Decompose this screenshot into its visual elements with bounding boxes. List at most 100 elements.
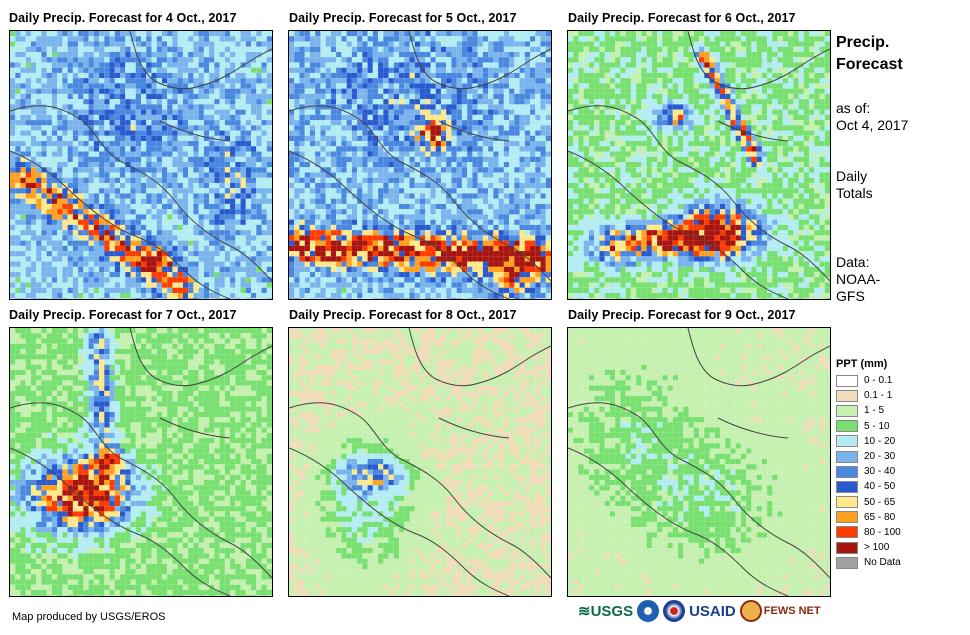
precip-cell [182, 230, 189, 236]
precip-cell [420, 198, 426, 204]
precip-cell [446, 46, 452, 52]
precip-cell [10, 193, 16, 199]
precip-cell [325, 177, 331, 183]
precip-cell [414, 114, 420, 121]
precip-cell [240, 99, 246, 105]
precip-cell [10, 36, 16, 42]
precip-cell [330, 141, 337, 147]
precip-cell [488, 193, 494, 199]
precip-cell [214, 72, 220, 79]
precip-cell [130, 114, 136, 121]
precip-cell [261, 235, 267, 241]
precip-cell [151, 230, 157, 236]
precip-cell [341, 266, 347, 273]
precip-cell [36, 251, 42, 257]
precip-cell [430, 46, 436, 52]
precip-cell [261, 151, 267, 157]
precip-cell [372, 209, 379, 215]
precip-cell [388, 67, 394, 73]
precip-cell [351, 230, 358, 236]
precip-cell [299, 51, 305, 58]
precip-cell [209, 156, 215, 162]
precip-cell [146, 172, 152, 178]
precip-cell [62, 104, 68, 110]
precip-cell [224, 298, 231, 299]
precip-cell [336, 277, 342, 283]
precip-cell [93, 188, 100, 194]
precip-cell [435, 224, 441, 231]
precip-cell [467, 83, 473, 89]
precip-cell [141, 46, 147, 52]
precip-cell [41, 99, 47, 105]
precip-cell [109, 162, 115, 168]
precip-cell [120, 230, 126, 236]
precip-cell [540, 272, 546, 278]
precip-cell [446, 125, 452, 131]
precip-cell [493, 57, 499, 63]
precip-cell [240, 261, 246, 267]
precip-cell [114, 298, 121, 299]
precip-cell [203, 31, 210, 37]
precip-cell [378, 193, 384, 199]
precip-cell [289, 156, 295, 162]
precip-cell [109, 214, 115, 220]
precip-cell [336, 266, 342, 273]
precip-cell [341, 188, 347, 194]
precip-cell [325, 78, 331, 84]
precip-cell [109, 109, 115, 115]
precip-cell [519, 130, 525, 136]
precip-cell [114, 141, 121, 147]
precip-cell [362, 83, 368, 89]
precip-cell [198, 261, 204, 267]
precip-cell [130, 182, 136, 189]
precip-cell [88, 135, 94, 142]
precip-cell [372, 272, 379, 278]
precip-cell [167, 151, 173, 157]
precip-cell [477, 188, 483, 194]
precip-cell [51, 277, 58, 283]
precip-cell [498, 209, 504, 215]
precip-cell [351, 135, 358, 142]
precip-cell [172, 203, 178, 210]
precip-cell [214, 135, 220, 142]
precip-cell [325, 230, 331, 236]
precip-cell [367, 62, 373, 68]
precip-cell [182, 146, 189, 152]
precip-cell [440, 99, 447, 105]
precip-cell [461, 245, 468, 252]
precip-cell [130, 104, 136, 110]
precip-cell [451, 162, 457, 168]
precip-cell [440, 182, 447, 189]
precip-cell [409, 99, 415, 105]
precip-cell [503, 245, 510, 252]
precip-cell [493, 120, 499, 126]
precip-cell [125, 41, 131, 47]
precip-cell [93, 167, 100, 173]
precip-cell [362, 46, 368, 52]
precip-cell [114, 167, 121, 173]
precip-cell [203, 240, 210, 246]
precip-cell [146, 83, 152, 89]
precip-cell [104, 31, 110, 37]
precip-cell [498, 88, 504, 94]
precip-cell [294, 182, 300, 189]
precip-cell [177, 182, 183, 189]
precip-cell [78, 261, 84, 267]
precip-cell [304, 224, 310, 231]
precip-cell [104, 146, 110, 152]
precip-cell [341, 230, 347, 236]
precip-cell [41, 261, 47, 267]
precip-cell [224, 156, 231, 162]
precip-cell [57, 198, 63, 204]
precip-cell [482, 172, 489, 178]
precip-cell [62, 245, 68, 252]
precip-cell [219, 88, 225, 94]
precip-cell [519, 209, 525, 215]
precip-cell [440, 36, 447, 42]
precip-cell [325, 203, 331, 210]
precip-cell [245, 46, 252, 52]
precip-cell [451, 177, 457, 183]
precip-cell [399, 224, 405, 231]
precip-cell [193, 172, 199, 178]
precip-cell [446, 51, 452, 58]
